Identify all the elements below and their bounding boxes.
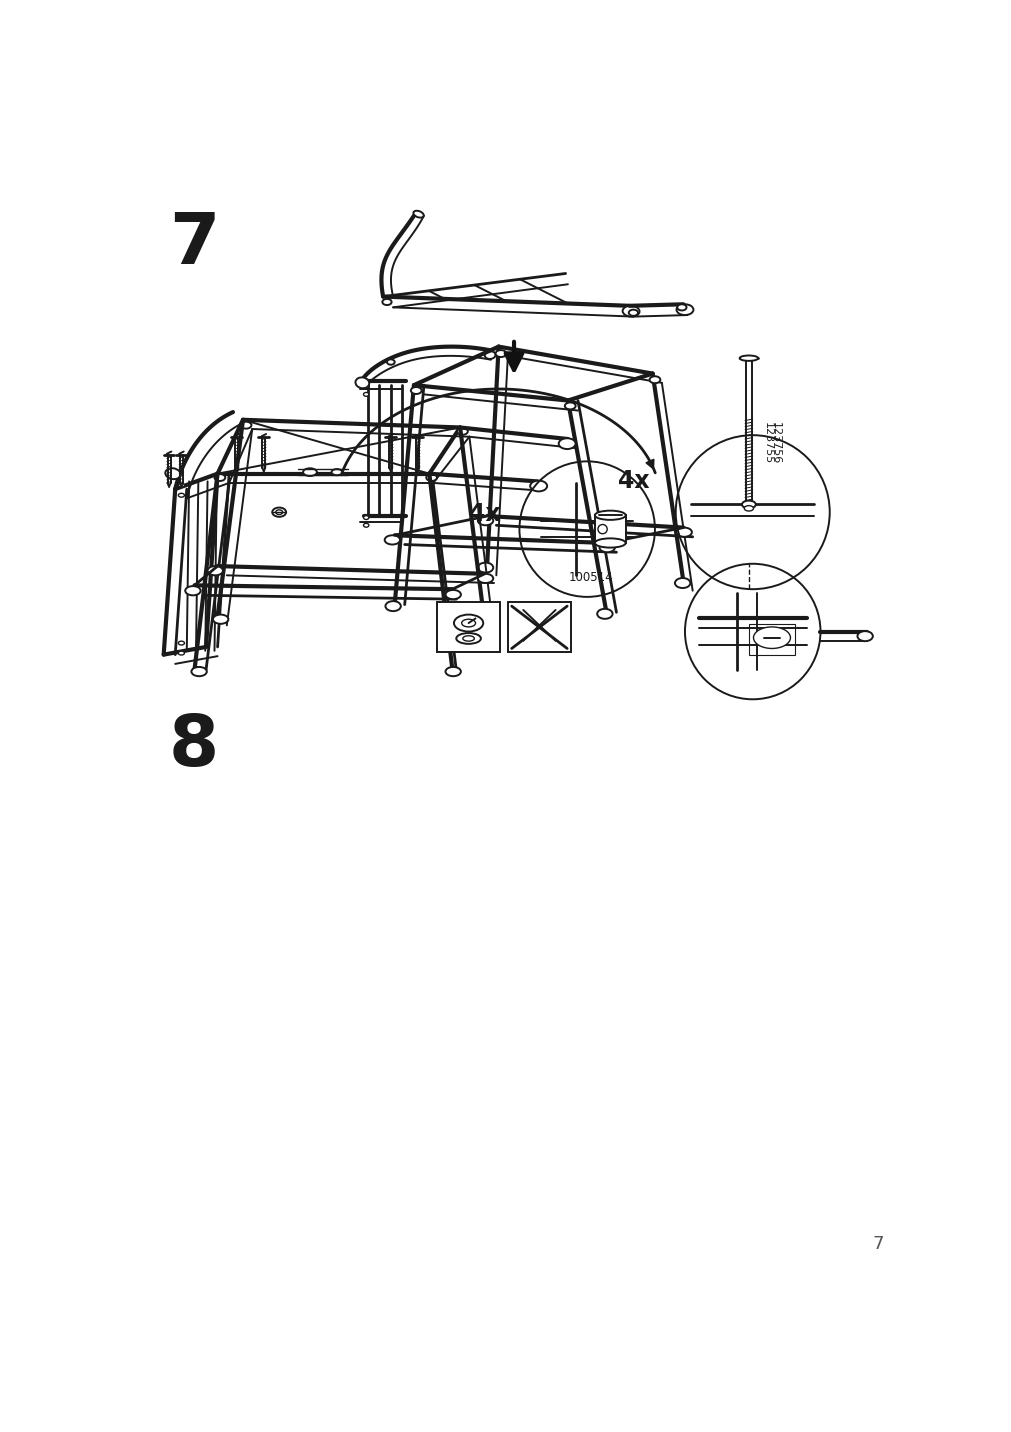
Text: 4x: 4x <box>468 501 500 526</box>
Ellipse shape <box>743 505 753 511</box>
Bar <box>437 603 499 653</box>
Ellipse shape <box>477 574 492 583</box>
Ellipse shape <box>382 299 391 305</box>
Text: 123756: 123756 <box>769 422 779 464</box>
Ellipse shape <box>165 468 180 480</box>
Ellipse shape <box>207 566 222 576</box>
Bar <box>748 624 795 654</box>
Ellipse shape <box>386 359 394 365</box>
Ellipse shape <box>445 667 460 676</box>
Ellipse shape <box>212 614 228 624</box>
Ellipse shape <box>384 536 399 544</box>
Ellipse shape <box>675 527 692 537</box>
Ellipse shape <box>214 474 225 481</box>
Ellipse shape <box>596 609 612 619</box>
Ellipse shape <box>178 484 184 487</box>
Text: 7: 7 <box>871 1234 883 1253</box>
Ellipse shape <box>477 563 492 573</box>
Ellipse shape <box>741 501 755 508</box>
Text: 100514: 100514 <box>568 571 613 584</box>
Ellipse shape <box>363 385 369 388</box>
Ellipse shape <box>477 516 492 526</box>
Ellipse shape <box>558 438 575 450</box>
Text: 8: 8 <box>169 712 219 782</box>
Ellipse shape <box>332 470 342 475</box>
Ellipse shape <box>445 590 460 599</box>
Ellipse shape <box>676 304 685 311</box>
Ellipse shape <box>484 351 495 359</box>
Ellipse shape <box>272 507 286 517</box>
Ellipse shape <box>856 632 871 642</box>
Ellipse shape <box>622 306 639 316</box>
Ellipse shape <box>739 355 757 361</box>
Ellipse shape <box>185 586 200 596</box>
Text: 123755: 123755 <box>762 422 772 464</box>
Ellipse shape <box>355 378 369 388</box>
Ellipse shape <box>564 402 575 410</box>
Ellipse shape <box>191 667 206 676</box>
Ellipse shape <box>675 304 693 315</box>
Ellipse shape <box>454 614 483 632</box>
Ellipse shape <box>457 428 467 435</box>
Ellipse shape <box>241 421 251 428</box>
Ellipse shape <box>462 636 474 642</box>
Bar <box>508 603 570 653</box>
Ellipse shape <box>385 601 400 611</box>
Ellipse shape <box>495 349 506 357</box>
Text: 7: 7 <box>169 211 219 279</box>
Ellipse shape <box>628 309 637 316</box>
Ellipse shape <box>530 481 547 491</box>
Ellipse shape <box>599 543 615 553</box>
Ellipse shape <box>178 652 184 654</box>
Ellipse shape <box>363 523 369 527</box>
Ellipse shape <box>753 627 790 649</box>
Ellipse shape <box>649 377 660 384</box>
Ellipse shape <box>412 211 424 218</box>
Ellipse shape <box>302 468 316 475</box>
Ellipse shape <box>598 524 607 534</box>
Text: 4x: 4x <box>617 470 648 494</box>
Ellipse shape <box>363 516 369 520</box>
Ellipse shape <box>456 633 480 644</box>
Ellipse shape <box>479 623 494 632</box>
Ellipse shape <box>410 387 422 394</box>
Ellipse shape <box>363 392 369 397</box>
Ellipse shape <box>426 474 437 481</box>
Bar <box>594 516 625 543</box>
Ellipse shape <box>178 642 184 644</box>
Ellipse shape <box>594 538 625 547</box>
Ellipse shape <box>594 511 625 520</box>
Ellipse shape <box>275 510 282 514</box>
Ellipse shape <box>461 619 475 627</box>
Ellipse shape <box>178 493 184 497</box>
Ellipse shape <box>674 579 690 589</box>
